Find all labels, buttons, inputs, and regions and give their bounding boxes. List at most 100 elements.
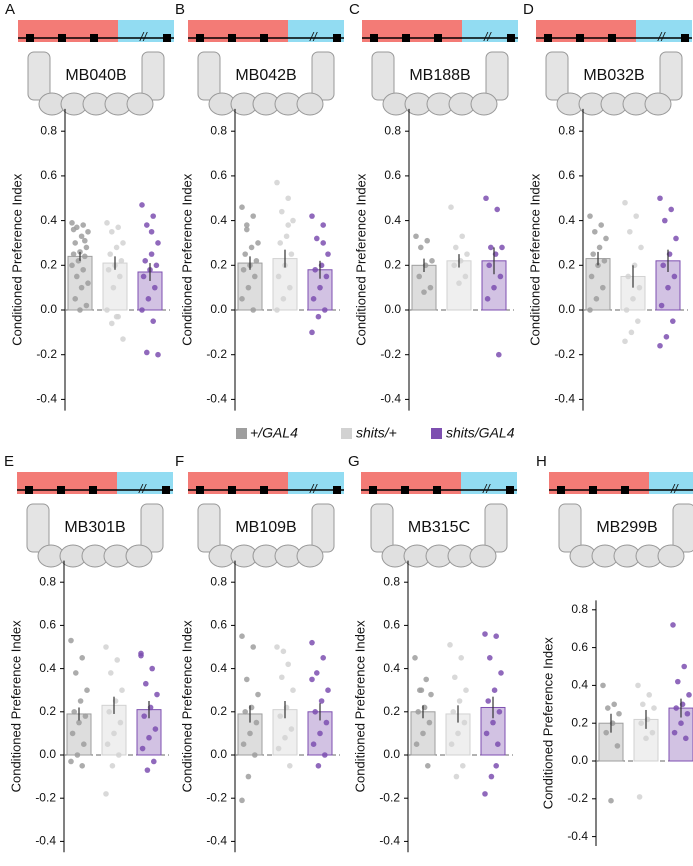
data-point: [450, 709, 457, 715]
data-point: [79, 655, 85, 661]
data-point: [145, 296, 152, 302]
data-point: [83, 244, 90, 251]
panel-letter: A: [5, 1, 15, 18]
timeline-block: [25, 486, 33, 494]
timeline-block: [228, 486, 236, 494]
data-point: [148, 251, 155, 257]
data-point: [670, 622, 676, 628]
y-tick-label: 0.0: [384, 302, 401, 316]
data-point: [109, 763, 116, 769]
data-point: [499, 244, 505, 251]
data-point: [482, 791, 488, 797]
timeline-block: [557, 486, 565, 494]
data-point: [83, 302, 90, 309]
data-point: [287, 284, 293, 291]
driver-name: MB032B: [583, 67, 644, 84]
y-tick-label: -0.4: [554, 392, 575, 406]
data-point: [312, 266, 319, 273]
data-point: [240, 741, 247, 747]
y-tick-label: 0.2: [40, 257, 57, 271]
data-point: [678, 720, 684, 726]
panel: B // MB042B Conditioned Preference Index -0.…: [175, 1, 344, 411]
data-point: [80, 266, 86, 273]
data-point: [280, 648, 287, 655]
data-point: [255, 691, 261, 698]
brain-lobe: [659, 51, 683, 101]
timeline-cool: [636, 20, 692, 42]
y-axis-label: Conditioned Preference Index: [8, 620, 23, 793]
data-point: [636, 794, 643, 800]
data-point: [74, 273, 80, 280]
y-tick-label: 0.0: [571, 753, 588, 767]
data-point: [144, 349, 150, 356]
data-point: [239, 204, 245, 210]
data-point: [138, 652, 144, 659]
y-tick-label: -0.4: [36, 392, 57, 406]
data-point: [423, 676, 430, 683]
data-point: [588, 273, 595, 280]
timeline-cool: [649, 472, 693, 494]
y-tick-label: 0.8: [210, 574, 227, 588]
data-point: [290, 217, 296, 224]
data-point: [415, 709, 422, 715]
data-point: [671, 273, 678, 280]
data-point: [139, 202, 145, 208]
y-tick-label: 0.8: [558, 123, 575, 137]
y-tick-label: 0.8: [571, 602, 588, 616]
data-point: [323, 719, 330, 726]
data-point: [153, 262, 160, 269]
y-tick-label: 0.0: [383, 747, 400, 761]
panel-letter: G: [348, 453, 360, 470]
y-tick-label: 0.2: [210, 257, 227, 271]
y-tick-label: -0.4: [35, 834, 56, 848]
data-point: [451, 262, 458, 269]
data-point: [150, 213, 156, 219]
y-tick-label: 0.8: [210, 123, 227, 137]
y-tick-label: 0.6: [210, 168, 227, 182]
data-point: [460, 763, 466, 769]
data-point: [119, 687, 125, 693]
data-point: [120, 336, 126, 342]
y-tick-label: 0.2: [558, 257, 575, 271]
data-point: [323, 273, 330, 280]
data-point: [240, 266, 247, 273]
data-point: [282, 734, 288, 741]
timeline-block: [333, 34, 341, 42]
data-point: [686, 692, 692, 698]
data-point: [277, 713, 284, 719]
data-point: [154, 691, 160, 698]
data-point: [105, 266, 112, 273]
data-point: [85, 280, 91, 286]
panel: A // MB040B Conditioned Preference Index -0.…: [5, 1, 174, 411]
y-axis-label: Conditioned Preference Index: [540, 637, 555, 810]
y-tick-label: 0.6: [571, 640, 588, 654]
timeline-block: [589, 486, 597, 494]
data-point: [325, 687, 331, 693]
y-tick-label: 0.4: [210, 213, 227, 227]
y-tick-label: 0.0: [40, 302, 57, 316]
data-point: [640, 701, 646, 708]
data-point: [665, 284, 671, 291]
data-point: [142, 258, 148, 264]
data-point: [412, 655, 418, 661]
y-tick-label: -0.2: [380, 347, 401, 361]
data-point: [663, 334, 670, 340]
data-point: [109, 320, 115, 327]
data-point: [78, 284, 85, 291]
data-point: [245, 773, 252, 780]
y-tick-label: -0.4: [206, 834, 227, 848]
data-point: [494, 206, 501, 213]
panel-letter: H: [536, 453, 547, 470]
data-point: [248, 244, 255, 251]
legend-label: shits/GAL4: [446, 425, 515, 441]
data-point: [448, 204, 454, 210]
data-point: [69, 730, 76, 737]
data-point: [671, 729, 678, 736]
data-point: [139, 307, 145, 313]
data-point: [146, 734, 152, 741]
brain-lobe: [484, 503, 508, 553]
data-point: [498, 670, 504, 676]
data-point: [314, 670, 320, 676]
timeline-block: [260, 34, 268, 42]
data-point: [70, 251, 77, 257]
